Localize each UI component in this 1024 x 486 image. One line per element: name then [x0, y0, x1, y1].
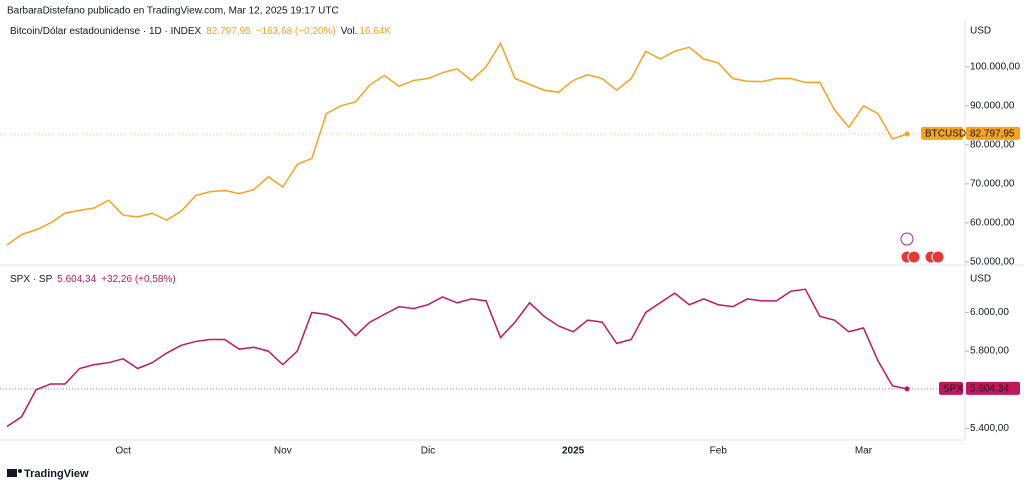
x-tick-label: 2025 [562, 446, 585, 457]
x-tick-label: Nov [274, 446, 292, 457]
currency-label: USD [970, 26, 991, 37]
legend-price: 82.797,95 [206, 26, 251, 37]
legend: Bitcoin/Dólar estadounidense · 1D · INDE… [10, 26, 391, 37]
x-tick-label: Feb [710, 446, 728, 457]
legend-change: −163,68 (−0,20%) [256, 26, 336, 37]
tv-logo [7, 469, 22, 477]
y-tick-label: 60.000,00 [970, 218, 1015, 229]
y-tick-label: 6.000,00 [970, 307, 1009, 318]
last-point [904, 131, 910, 137]
price-tag [966, 381, 1020, 395]
y-tick-label: 90.000,00 [970, 100, 1015, 111]
price-tag-label: 5.604,34 [970, 384, 1009, 395]
price-line [6, 41, 908, 246]
x-tick-label: Oct [115, 446, 131, 457]
y-tick-label: 100.000,00 [970, 61, 1020, 72]
y-tick-label: 50.000,00 [970, 257, 1015, 268]
legend: SPX · SP 5.604,34 +32,26 (+0,58%) [10, 274, 176, 285]
price-tag [966, 126, 1020, 140]
price-line [6, 288, 908, 428]
symbol-tag-label: SPX [943, 384, 963, 395]
y-tick-label: 70.000,00 [970, 178, 1015, 189]
legend-volume-label: Vol. [341, 26, 358, 37]
price-tag-label: 82.797,95 [970, 129, 1015, 140]
legend-name: Bitcoin/Dólar estadounidense · 1D · INDE… [10, 26, 202, 37]
x-tick-label: Mar [855, 446, 873, 457]
last-point [904, 386, 910, 392]
header: BarbaraDistefano publicado en TradingVie… [7, 6, 339, 17]
legend-change: +32,26 (+0,58%) [101, 274, 176, 285]
y-tick-label: 5.800,00 [970, 346, 1009, 357]
footer: TradingView [24, 468, 89, 480]
legend-price: 5.604,34 [57, 274, 96, 285]
y-tick-label: 5.400,00 [970, 423, 1009, 434]
x-tick-label: Dic [421, 446, 435, 457]
legend-name: SPX · SP [10, 274, 53, 285]
symbol-tag [939, 381, 963, 395]
y-tick-label: 80.000,00 [970, 139, 1015, 150]
symbol-tag-label: BTCUSD [925, 129, 966, 140]
currency-label: USD [970, 274, 991, 285]
event-icons [900, 232, 945, 264]
legend-volume: 16,64K [359, 26, 391, 37]
symbol-tag [921, 126, 963, 140]
